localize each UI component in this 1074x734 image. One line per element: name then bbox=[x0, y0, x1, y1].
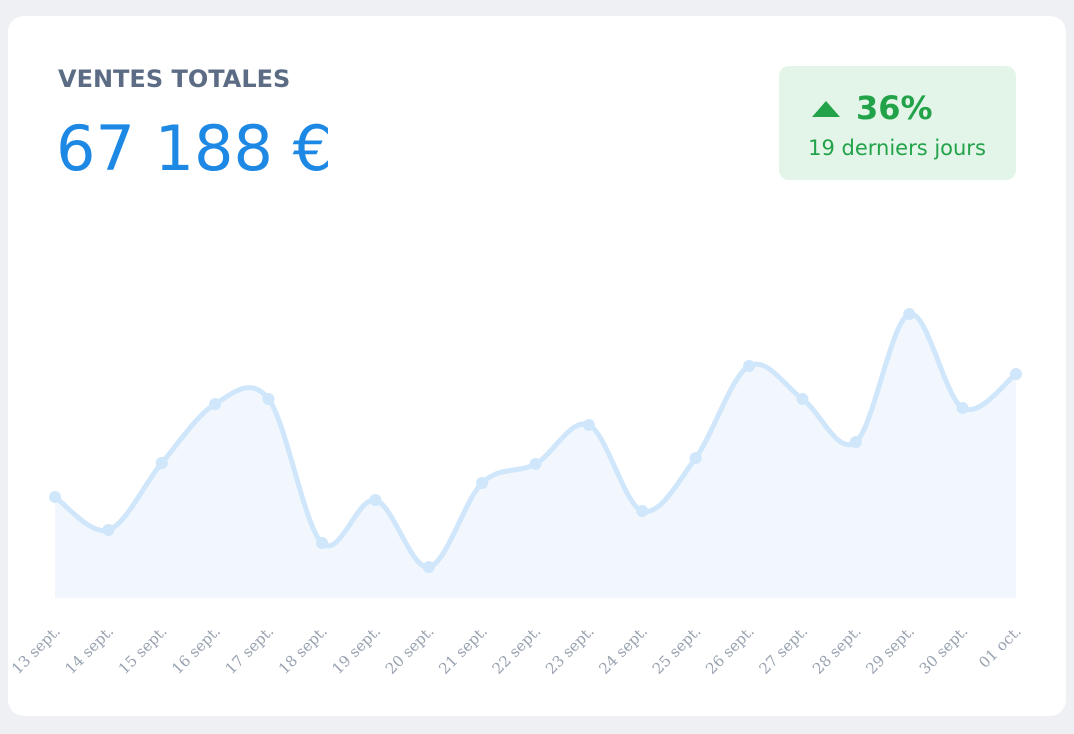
point bbox=[369, 494, 382, 506]
change-value: 36% bbox=[856, 89, 933, 127]
change-badge bbox=[779, 66, 1016, 180]
point bbox=[956, 402, 969, 414]
point bbox=[209, 398, 222, 410]
total-amount: 67 188 € bbox=[56, 112, 332, 185]
point bbox=[262, 393, 275, 405]
point bbox=[529, 458, 542, 470]
point bbox=[155, 457, 168, 469]
point bbox=[49, 491, 61, 503]
point bbox=[849, 436, 862, 448]
area-fill bbox=[55, 313, 1016, 598]
point bbox=[102, 524, 115, 536]
point bbox=[743, 360, 756, 372]
point bbox=[1010, 368, 1022, 380]
up-arrow bbox=[812, 101, 840, 117]
point bbox=[689, 452, 702, 464]
point bbox=[315, 537, 328, 549]
change-period: 19 derniers jours bbox=[808, 136, 986, 160]
point bbox=[422, 561, 435, 573]
point bbox=[636, 505, 649, 517]
point bbox=[582, 419, 595, 431]
point bbox=[476, 477, 489, 489]
point bbox=[903, 308, 916, 320]
card-title: VENTES TOTALES bbox=[58, 65, 290, 93]
point bbox=[796, 393, 809, 405]
